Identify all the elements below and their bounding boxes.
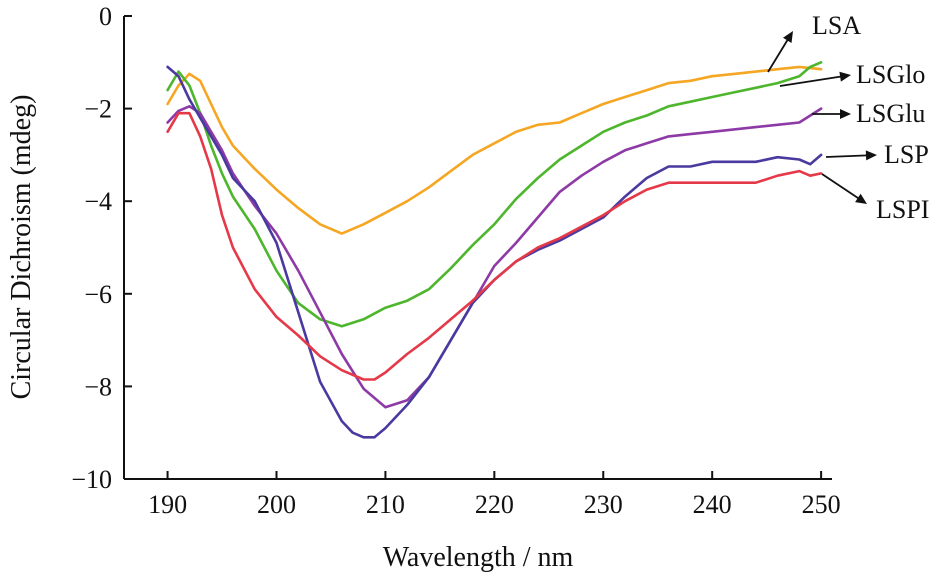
arrowhead-icon: [855, 193, 867, 204]
series-labels: LSA LSGlo LSGlu LSP LSPI: [767, 11, 929, 224]
series-label-lsglu: LSGlu: [856, 99, 925, 128]
series-pointer-line: [779, 75, 845, 87]
x-tick-label: 250: [802, 490, 841, 519]
arrowhead-icon: [839, 71, 851, 82]
series-pointer-line: [767, 36, 791, 73]
y-tick-label: −6: [84, 280, 112, 309]
x-tick-label: 190: [148, 490, 187, 519]
x-tick-label: 200: [257, 490, 296, 519]
y-tick-label: −8: [84, 372, 112, 401]
x-tick-label: 230: [584, 490, 623, 519]
series-line-lsglu: [166, 105, 823, 409]
y-tick-label: 0: [99, 2, 112, 31]
series-line-lsp: [166, 65, 823, 439]
y-tick-label: −10: [71, 465, 112, 494]
series-lines: [166, 61, 823, 439]
y-tick-label: −2: [84, 95, 112, 124]
y-axis-title: Circular Dichroism (mdeg): [6, 95, 37, 400]
axes: [123, 16, 832, 480]
series-label-lsp: LSP: [884, 140, 929, 169]
series-label-lsglo: LSGlo: [856, 60, 925, 89]
x-axis-title: Wavelength / nm: [383, 542, 574, 573]
series-line-lsglo: [166, 61, 823, 328]
ticks: 190 200 210 220 230 240 250 0 −2 −4 −6 −8 −10: [71, 2, 840, 519]
x-tick-label: 210: [366, 490, 405, 519]
series-label-lspi: LSPI: [876, 195, 929, 224]
arrowhead-icon: [840, 109, 851, 119]
x-tick-label: 240: [693, 490, 732, 519]
series-line-lsa: [166, 65, 823, 235]
x-tick-label: 220: [475, 490, 514, 519]
series-pointer-line: [825, 154, 871, 158]
arrowhead-icon: [783, 31, 793, 43]
arrowhead-icon: [865, 150, 877, 161]
series-line-lspi: [166, 111, 823, 381]
series-pointer-line: [821, 173, 863, 202]
y-tick-label: −4: [84, 187, 112, 216]
series-label-lsa: LSA: [812, 11, 861, 40]
